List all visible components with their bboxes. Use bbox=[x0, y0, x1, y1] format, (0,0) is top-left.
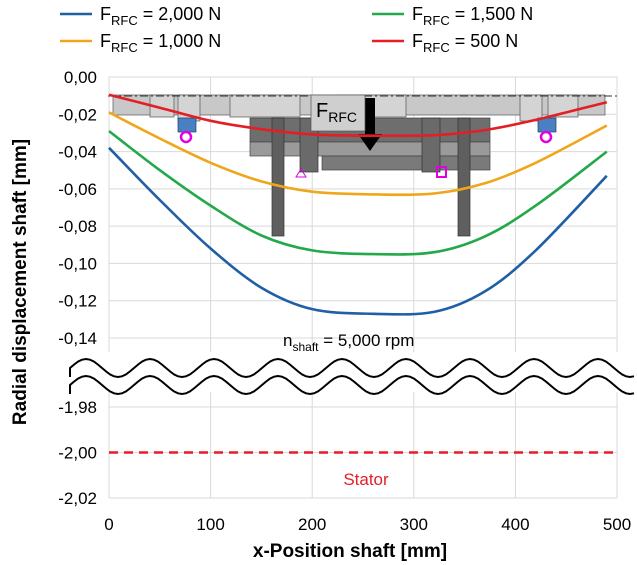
x-tick-label: 200 bbox=[298, 515, 326, 534]
x-tick-label: 500 bbox=[603, 515, 631, 534]
force-arrow-shaft bbox=[365, 98, 375, 134]
legend-label: FRFC = 2,000 N bbox=[100, 4, 221, 28]
x-tick-label: 300 bbox=[400, 515, 428, 534]
rotor-part bbox=[321, 155, 491, 171]
x-tick-label: 400 bbox=[501, 515, 529, 534]
y-axis-label: Radial displacement shaft [mm] bbox=[10, 139, 31, 425]
rotor-post bbox=[271, 117, 285, 237]
legend-label: FRFC = 500 N bbox=[412, 31, 518, 55]
speed-annotation: nshaft = 5,000 rpm bbox=[283, 331, 414, 354]
y-tick-label: -2,02 bbox=[58, 489, 97, 508]
legend-label: FRFC = 1,500 N bbox=[412, 4, 533, 28]
grid bbox=[108, 76, 618, 499]
y-tick-label: 0,00 bbox=[64, 68, 97, 87]
bearing-block bbox=[177, 117, 197, 133]
bearing-marker bbox=[539, 130, 553, 144]
tick-labels: 0,00 -0,02 -0,04 -0,06 -0,08 -0,10 -0,12 -0,14 -… bbox=[58, 68, 631, 534]
legend: FRFC = 2,000 N FRFC = 1,000 N FRFC = 1,500… bbox=[60, 4, 533, 55]
rotor-part bbox=[421, 117, 441, 173]
rotor-part bbox=[299, 117, 319, 173]
force-annotation: FRFC bbox=[316, 100, 357, 125]
sensor-marker bbox=[295, 168, 307, 178]
shaft-segment bbox=[519, 94, 543, 122]
series-line-1500N bbox=[108, 130, 608, 256]
bearing-marker bbox=[179, 130, 193, 144]
series-line-2000N bbox=[108, 146, 608, 316]
shaft-segment bbox=[229, 94, 301, 118]
series-layer bbox=[108, 93, 617, 454]
series-line-1000N bbox=[108, 111, 608, 197]
shaft-schematic bbox=[108, 94, 618, 237]
y-tick-label: -0,10 bbox=[58, 254, 97, 273]
x-axis-label: x-Position shaft [mm] bbox=[253, 541, 447, 562]
series-line-500N bbox=[108, 93, 608, 138]
y-tick-label: -0,04 bbox=[58, 143, 97, 162]
y-tick-label: -2,00 bbox=[58, 444, 97, 463]
x-tick-label: 0 bbox=[104, 515, 113, 534]
bearing-block bbox=[537, 117, 557, 133]
y-tick-label: -1,98 bbox=[58, 398, 97, 417]
axis-break-mask bbox=[70, 352, 637, 392]
y-tick-label: -0,08 bbox=[58, 217, 97, 236]
y-tick-label: -0,12 bbox=[58, 292, 97, 311]
force-arrow-head bbox=[358, 134, 382, 151]
y-tick-label: -0,14 bbox=[58, 329, 97, 348]
sensor-marker bbox=[436, 166, 447, 178]
rotor-post bbox=[457, 117, 471, 237]
y-tick-label: -0,06 bbox=[58, 180, 97, 199]
legend-label: FRFC = 1,000 N bbox=[100, 31, 221, 55]
x-tick-label: 100 bbox=[196, 515, 224, 534]
axis-break-wave bbox=[69, 357, 635, 379]
force-label-box bbox=[310, 94, 366, 132]
axis-break bbox=[69, 352, 637, 396]
y-tick-label: -0,02 bbox=[58, 105, 97, 124]
stator-label: Stator bbox=[343, 470, 389, 489]
axis-break-wave bbox=[69, 374, 635, 396]
